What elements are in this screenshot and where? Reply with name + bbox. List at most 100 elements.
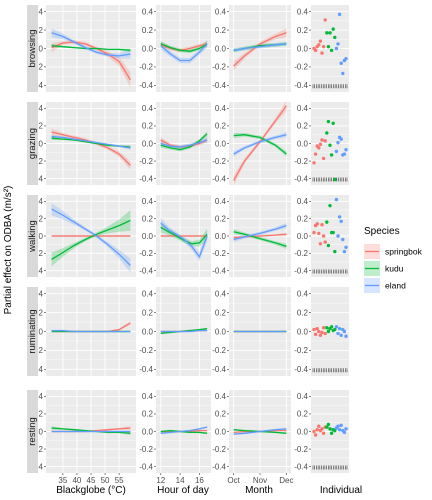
x-axis-title-hour: Hour of day bbox=[157, 485, 209, 496]
individual-point-eland bbox=[342, 329, 347, 334]
individual-point-kudu bbox=[333, 177, 337, 182]
y-tick-label: 0.4 bbox=[142, 290, 154, 299]
individual-point-springbok bbox=[320, 427, 324, 431]
individual-point-kudu bbox=[326, 243, 331, 248]
panel-ruminating-hour: -0.4 -0.2 0.0 0.2 0.4 bbox=[139, 287, 211, 376]
individual-point-kudu bbox=[326, 329, 331, 334]
individual-point-springbok bbox=[321, 44, 326, 49]
y-tick-label: -0.4 bbox=[212, 365, 226, 374]
panel-grazing-blackglobe: -0.4-0.20.00.20.4 bbox=[29, 102, 136, 185]
y-tick-label: 0.2 bbox=[215, 122, 227, 131]
y-tick-label: -0.2 bbox=[212, 346, 226, 355]
y-tick-label: 0.4 bbox=[142, 392, 154, 401]
individual-point-springbok bbox=[312, 161, 316, 165]
individual-point-kudu bbox=[331, 230, 335, 235]
y-tick-label: 0.4 bbox=[142, 104, 154, 113]
individual-point-springbok bbox=[320, 51, 324, 55]
y-tick-label: 0.4 bbox=[297, 104, 309, 113]
panels-layer: -0.4-0.20.00.20.4-0.4-0.20.00.20.4-0.4-0… bbox=[27, 5, 349, 485]
strip-background bbox=[27, 195, 38, 277]
individual-point-eland bbox=[337, 326, 342, 331]
individual-point-kudu bbox=[328, 203, 332, 208]
individual-point-springbok bbox=[318, 142, 323, 147]
series-line-kudu bbox=[51, 45, 131, 51]
y-tick-label: 0.0 bbox=[215, 44, 227, 53]
y-tick-label: 0.0 bbox=[142, 327, 154, 336]
ci-band-eland bbox=[160, 40, 208, 64]
y-tick-label: 0.0 bbox=[297, 427, 309, 436]
series-line-kudu bbox=[233, 231, 287, 248]
ci-band-springbok bbox=[233, 28, 287, 71]
individual-point-eland bbox=[344, 56, 348, 61]
y-tick-label: -0.4 bbox=[212, 266, 226, 275]
x-tick-label: 55 bbox=[115, 476, 124, 485]
individual-point-kudu bbox=[325, 220, 329, 224]
y-tick-label: 0.2 bbox=[142, 122, 154, 131]
y-tick-label: 0.2 bbox=[297, 122, 309, 131]
y-tick-label: -0.2 bbox=[139, 157, 153, 166]
panel-walking-hour: -0.4 -0.2 0.0 0.2 0.4 bbox=[139, 195, 211, 277]
individual-point-springbok bbox=[315, 222, 319, 226]
y-tick-label: 0.0 bbox=[142, 232, 154, 241]
individual-point-springbok bbox=[317, 424, 321, 428]
y-tick-label: -0.4 bbox=[139, 81, 153, 90]
individual-point-eland bbox=[344, 245, 348, 249]
panel-grazing-month: -0.4 -0.2 0.0 0.2 0.4 bbox=[212, 100, 291, 186]
x-axis-title-blackglobe: Blackglobe (°C) bbox=[56, 485, 126, 496]
individual-point-kudu bbox=[331, 27, 335, 31]
individual-point-eland bbox=[341, 71, 345, 76]
x-tick-label: 50 bbox=[101, 476, 110, 485]
individual-point-springbok bbox=[313, 152, 318, 156]
series-line-eland bbox=[233, 134, 287, 155]
y-tick-label: -0.4 bbox=[294, 365, 308, 374]
x-axis-title-individual: Individual bbox=[320, 485, 362, 496]
y-tick-label: 0.4 bbox=[297, 197, 309, 206]
individual-point-springbok bbox=[317, 231, 321, 236]
y-tick-label: -0.2 bbox=[212, 249, 226, 258]
y-tick-label: 0.2 bbox=[297, 214, 309, 223]
individual-point-eland bbox=[339, 137, 343, 141]
y-tick-label: 0.2 bbox=[142, 308, 154, 317]
individual-point-eland bbox=[334, 325, 339, 329]
individual-point-eland bbox=[336, 424, 340, 428]
individual-point-kudu bbox=[326, 119, 331, 124]
series-line-kudu bbox=[160, 43, 208, 52]
panel-browsing-month: -0.4 -0.2 0.0 0.2 0.4 bbox=[212, 5, 291, 92]
y-tick-label: 0.0 bbox=[215, 427, 227, 436]
individual-point-kudu bbox=[326, 422, 331, 427]
strip-background bbox=[27, 5, 38, 92]
y-tick-label: -0.4 bbox=[294, 81, 308, 90]
individual-point-kudu bbox=[333, 327, 337, 332]
panel-resting-blackglobe: -0.4-0.20.00.20.43540455055 bbox=[29, 390, 136, 485]
y-tick-label: -0.4 bbox=[294, 266, 308, 275]
series-line-eland bbox=[51, 329, 131, 333]
individual-point-eland bbox=[337, 428, 342, 432]
legend-entry-springbok: springbok bbox=[364, 244, 423, 259]
individual-point-springbok bbox=[312, 327, 316, 332]
individual-point-springbok bbox=[318, 242, 323, 246]
panel-browsing-individual: -0.4 -0.2 0.0 0.2 0.4 bbox=[294, 5, 349, 92]
panel-ruminating-blackglobe: -0.4-0.20.00.20.4 bbox=[29, 287, 136, 376]
series-line-eland bbox=[51, 135, 131, 149]
individual-point-springbok bbox=[320, 330, 324, 335]
y-tick-label: -0.4 bbox=[294, 174, 308, 183]
y-tick-label: 0.2 bbox=[215, 214, 227, 223]
y-tick-label: -0.2 bbox=[139, 445, 153, 454]
y-tick-label: -0.4 bbox=[294, 462, 308, 471]
individual-point-springbok bbox=[321, 234, 326, 238]
individual-point-eland bbox=[336, 42, 340, 46]
strip-background bbox=[27, 102, 38, 185]
y-tick-label: -0.2 bbox=[294, 249, 308, 258]
individual-point-eland bbox=[334, 149, 339, 154]
series-line-springbok bbox=[51, 41, 131, 81]
y-tick-label: -0.2 bbox=[139, 249, 153, 258]
individual-point-springbok bbox=[321, 326, 326, 330]
individual-point-eland bbox=[341, 237, 345, 242]
labels-layer: Partial effect on ODBA (m/s²) Blackglobe… bbox=[3, 186, 362, 496]
individual-point-kudu bbox=[333, 428, 337, 433]
panel-ruminating-month: -0.4 -0.2 0.0 0.2 0.4 bbox=[212, 287, 291, 376]
individual-point-eland bbox=[342, 249, 347, 254]
individual-point-eland bbox=[339, 423, 343, 428]
legend-label: eland bbox=[385, 281, 406, 291]
series-line-eland bbox=[51, 208, 131, 266]
